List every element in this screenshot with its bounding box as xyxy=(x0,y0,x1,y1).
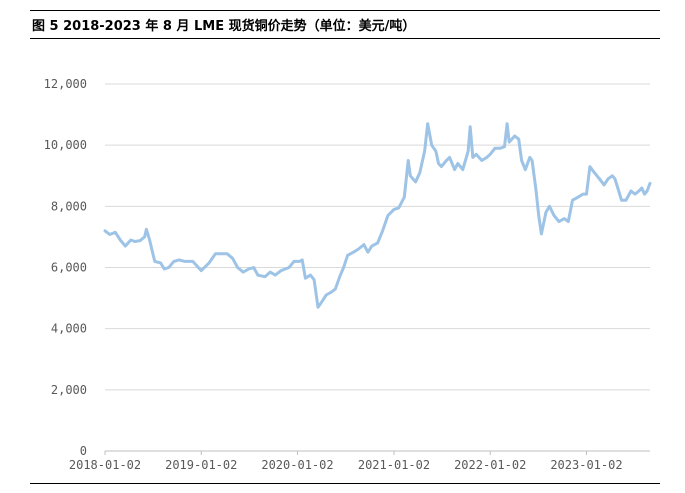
y-tick-label: 0 xyxy=(80,444,87,458)
y-tick-label: 4,000 xyxy=(51,322,87,336)
y-tick-label: 2,000 xyxy=(51,383,87,397)
bottom-rule xyxy=(30,483,660,484)
y-tick-label: 8,000 xyxy=(51,199,87,213)
chart-title: 图 5 2018-2023 年 8 月 LME 现货铜价走势（单位：美元/吨） xyxy=(32,19,416,34)
title-rule xyxy=(30,38,660,39)
series-group xyxy=(103,122,652,309)
x-tick-label: 2018-01-02 xyxy=(69,458,141,472)
price-line xyxy=(103,122,652,309)
x-tick-label: 2020-01-02 xyxy=(261,458,333,472)
x-tick-label: 2022-01-02 xyxy=(454,458,526,472)
y-tick-label: 6,000 xyxy=(51,261,87,275)
y-axis-ticks: 0 2,000 4,000 6,000 8,000 10,000 12,000 xyxy=(44,77,87,458)
x-tick-label: 2023-01-02 xyxy=(550,458,622,472)
y-tick-label: 10,000 xyxy=(44,138,87,152)
x-axis-ticks: 2018-01-02 2019-01-02 2020-01-02 2021-01-02… xyxy=(69,451,623,472)
gridlines xyxy=(105,83,650,391)
y-tick-label: 12,000 xyxy=(44,77,87,91)
top-rule xyxy=(30,10,660,11)
x-tick-label: 2019-01-02 xyxy=(165,458,237,472)
x-tick-label: 2021-01-02 xyxy=(358,458,430,472)
